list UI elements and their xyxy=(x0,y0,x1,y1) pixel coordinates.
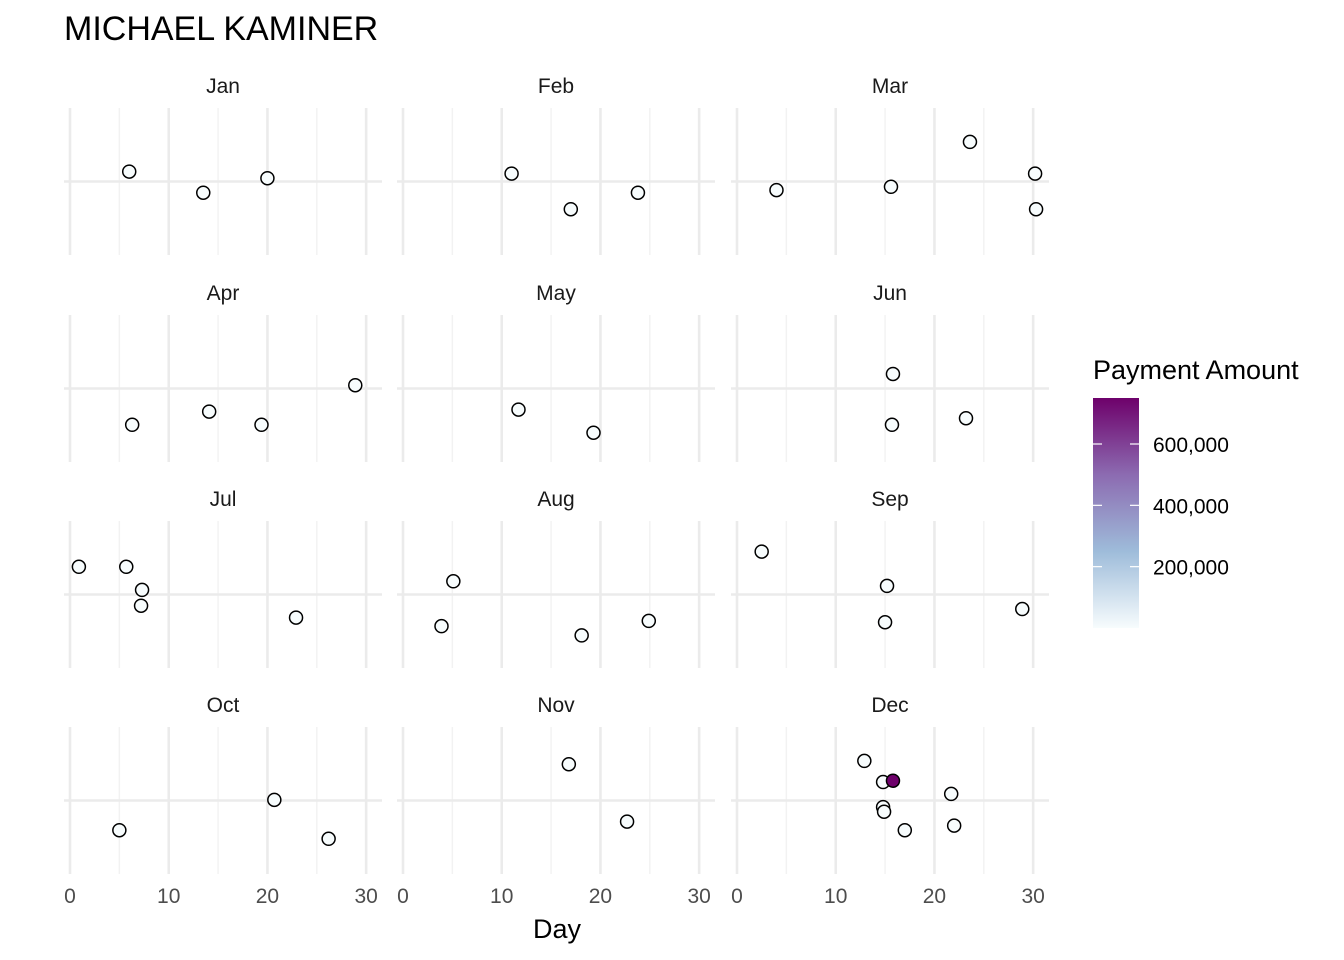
data-point xyxy=(201,404,217,419)
x-tick-label: 30 xyxy=(354,885,377,908)
panel-aug: Aug xyxy=(397,488,715,668)
panel-sep: Sep xyxy=(731,488,1049,668)
panel-jun: Jun xyxy=(731,282,1049,462)
data-point xyxy=(561,756,577,772)
panel-label: Dec xyxy=(871,694,908,717)
data-point xyxy=(897,822,913,838)
data-point xyxy=(962,134,978,150)
panel-jul: Jul xyxy=(64,488,382,668)
data-point xyxy=(884,417,900,433)
data-point xyxy=(1015,601,1030,617)
data-point xyxy=(196,185,211,200)
x-tick-label: 30 xyxy=(1021,885,1044,908)
panel-nov: Nov 0 10 20 30 xyxy=(397,694,715,908)
data-point xyxy=(288,610,304,625)
panel-label: Apr xyxy=(207,282,240,305)
panel-label: Oct xyxy=(207,694,240,717)
data-point xyxy=(134,582,150,598)
x-tick-label: 30 xyxy=(687,885,710,908)
data-point xyxy=(348,377,363,393)
data-point xyxy=(112,822,127,838)
panel-label: Sep xyxy=(871,488,908,511)
x-tick-label: 20 xyxy=(589,885,612,908)
data-point xyxy=(434,618,449,634)
panel-feb: Feb xyxy=(397,75,715,255)
data-point xyxy=(254,417,269,433)
panel-label: Aug xyxy=(537,488,574,511)
data-point xyxy=(124,417,140,433)
panel-apr: Apr xyxy=(64,282,382,462)
x-tick-label: 0 xyxy=(397,885,409,908)
x-tick-label: 10 xyxy=(157,885,180,908)
data-point xyxy=(504,166,519,181)
panel-label: Feb xyxy=(538,75,574,98)
data-point xyxy=(119,559,134,575)
data-point xyxy=(877,614,893,630)
data-point xyxy=(883,179,899,195)
data-point xyxy=(574,628,589,643)
data-point xyxy=(879,578,895,594)
data-point xyxy=(630,185,646,200)
panel-label: May xyxy=(536,282,576,305)
legend-colorbar xyxy=(1093,398,1139,628)
panel-label: Mar xyxy=(872,75,908,98)
panel-dec: Dec 0 10 20 30 xyxy=(731,694,1049,908)
legend-tick-label: 600,000 xyxy=(1153,434,1229,457)
panel-jan: Jan xyxy=(64,75,382,255)
data-point xyxy=(641,613,657,629)
x-axis-title: Day xyxy=(533,914,582,944)
panel-label: Jul xyxy=(210,488,237,511)
x-tick-label: 0 xyxy=(64,885,76,908)
legend: Payment Amount 200,000 400,000 600,000 xyxy=(1093,355,1299,628)
data-point xyxy=(769,182,784,198)
data-point xyxy=(885,366,901,382)
data-point xyxy=(260,170,275,186)
data-point xyxy=(267,792,282,808)
data-point xyxy=(876,804,892,819)
panel-oct: Oct 0 10 20 30 xyxy=(64,694,382,908)
data-point xyxy=(121,164,137,179)
data-point xyxy=(1028,201,1044,217)
data-point xyxy=(71,559,87,575)
panel-label: Jun xyxy=(873,282,907,305)
chart-title: MICHAEL KAMINER xyxy=(64,10,378,48)
panel-label: Nov xyxy=(537,694,575,717)
data-point xyxy=(857,753,872,769)
data-point xyxy=(133,598,149,613)
legend-tick-label: 200,000 xyxy=(1153,557,1229,580)
data-point xyxy=(321,831,336,847)
panel-may: May xyxy=(397,282,715,462)
data-point xyxy=(946,818,962,833)
data-point xyxy=(586,425,601,440)
x-tick-label: 10 xyxy=(824,885,847,908)
data-point xyxy=(619,814,635,829)
data-point xyxy=(563,201,579,217)
x-tick-label: 20 xyxy=(923,885,946,908)
data-point xyxy=(446,574,461,589)
data-point xyxy=(885,773,901,788)
x-tick-label: 10 xyxy=(490,885,513,908)
legend-tick-label: 400,000 xyxy=(1153,495,1229,518)
data-point xyxy=(511,402,526,417)
x-tick-label: 0 xyxy=(731,885,743,908)
data-point xyxy=(958,410,974,426)
legend-title: Payment Amount xyxy=(1093,355,1299,385)
panel-label: Jan xyxy=(206,75,240,98)
data-point xyxy=(943,786,959,802)
data-point xyxy=(1027,166,1043,181)
panel-mar: Mar xyxy=(731,75,1049,255)
x-tick-label: 20 xyxy=(256,885,279,908)
data-point xyxy=(754,544,769,559)
